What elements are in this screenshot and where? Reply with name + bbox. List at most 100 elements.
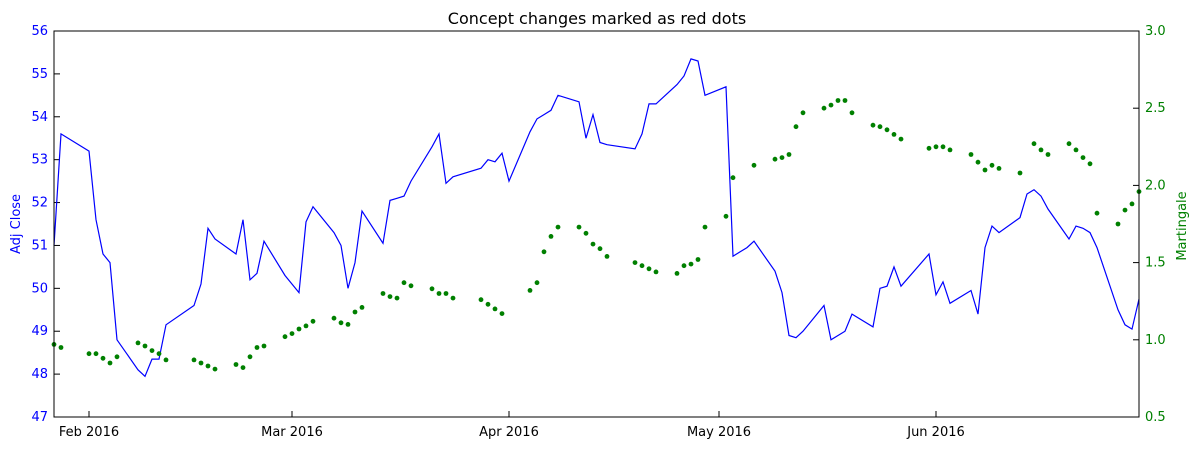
martingale-point — [1017, 170, 1023, 176]
martingale-point — [408, 283, 414, 289]
martingale-point — [1122, 207, 1128, 213]
martingale-point — [996, 166, 1002, 171]
martingale-point — [198, 360, 204, 366]
left-tick-label: 54 — [31, 110, 48, 125]
right-tick-label: 1.5 — [1145, 256, 1166, 271]
y-axis-label-left: Adj Close — [9, 194, 24, 254]
martingale-point — [499, 311, 505, 316]
martingale-point — [100, 355, 106, 361]
martingale-point — [450, 295, 456, 301]
martingale-point — [338, 320, 344, 326]
martingale-point — [555, 224, 561, 230]
right-tick-label: 2.5 — [1145, 101, 1166, 116]
martingale-point — [156, 351, 162, 357]
martingale-point — [646, 266, 652, 272]
martingale-point — [975, 159, 981, 165]
martingale-point — [429, 286, 435, 292]
martingale-point — [142, 343, 148, 349]
martingale-point — [828, 102, 834, 108]
martingale-point — [261, 343, 267, 349]
martingale-point — [331, 315, 337, 321]
martingale-point — [401, 280, 407, 286]
martingale-point — [1080, 155, 1086, 161]
martingale-point — [1129, 201, 1135, 207]
martingale-point — [842, 98, 848, 103]
martingale-point — [639, 263, 645, 269]
martingale-point — [282, 334, 288, 340]
left-tick-label: 47 — [31, 410, 48, 425]
martingale-point — [1073, 147, 1079, 153]
martingale-point — [163, 357, 169, 363]
martingale-point — [772, 156, 778, 162]
martingale-point — [891, 132, 897, 137]
martingale-point — [632, 260, 638, 265]
martingale-point — [1087, 161, 1093, 167]
x-tick-label: Feb 2016 — [59, 425, 119, 440]
martingale-point — [877, 124, 883, 130]
martingale-point — [576, 224, 582, 230]
martingale-point — [58, 345, 64, 350]
martingale-point — [345, 322, 351, 327]
martingale-point — [1094, 210, 1100, 216]
x-tick-label: Apr 2016 — [479, 425, 539, 440]
martingale-point — [233, 362, 239, 367]
martingale-point — [947, 147, 953, 153]
martingale-point — [1045, 152, 1051, 157]
plot-series — [51, 58, 1142, 378]
martingale-point — [478, 297, 484, 303]
martingale-point — [1031, 141, 1037, 147]
martingale-point — [534, 280, 540, 286]
martingale-point — [149, 348, 155, 353]
martingale-point — [800, 110, 806, 116]
martingale-point — [681, 263, 687, 269]
martingale-point — [492, 306, 498, 312]
martingale-point — [247, 354, 253, 360]
left-tick-label: 49 — [31, 324, 48, 339]
martingale-point — [394, 295, 400, 301]
martingale-point — [443, 291, 449, 296]
adj-close-line — [53, 58, 1140, 378]
x-tick-label: Mar 2016 — [261, 425, 323, 440]
martingale-point — [212, 366, 218, 372]
martingale-point — [93, 351, 99, 357]
martingale-point — [835, 98, 841, 103]
left-tick-label: 48 — [31, 367, 48, 382]
martingale-point — [982, 167, 988, 173]
plot-frame — [53, 30, 1140, 418]
martingale-point — [940, 144, 946, 150]
martingale-point — [310, 318, 316, 324]
martingale-point — [695, 257, 701, 262]
martingale-point — [786, 152, 792, 157]
martingale-point — [730, 175, 736, 181]
right-tick-label: 1.0 — [1145, 333, 1166, 348]
martingale-point — [387, 294, 393, 299]
martingale-point — [1066, 141, 1072, 147]
x-tick-label: May 2016 — [687, 425, 751, 440]
martingale-point — [289, 331, 295, 336]
right-tick-label: 0.5 — [1145, 410, 1166, 425]
chart-title: Concept changes marked as red dots — [448, 9, 746, 28]
martingale-point — [296, 326, 302, 332]
martingale-point — [352, 309, 358, 315]
right-tick-label: 3.0 — [1145, 24, 1166, 39]
martingale-point — [702, 224, 708, 230]
martingale-point — [989, 162, 995, 168]
martingale-point — [604, 254, 610, 259]
left-axis-ticks: 47 48 49 50 51 52 53 54 55 56 — [31, 24, 60, 425]
y-axis-label-right: Martingale — [1175, 191, 1190, 260]
left-tick-label: 56 — [31, 24, 48, 39]
martingale-point — [933, 144, 939, 150]
martingale-point — [1038, 147, 1044, 153]
left-tick-label: 53 — [31, 153, 48, 168]
martingale-point — [135, 340, 141, 346]
martingale-point — [254, 345, 260, 350]
martingale-point — [380, 291, 386, 296]
martingale-point — [870, 122, 876, 128]
martingale-point — [1115, 221, 1121, 227]
martingale-point — [205, 363, 211, 369]
martingale-point — [688, 261, 694, 267]
martingale-point — [114, 354, 120, 360]
martingale-point — [884, 127, 890, 133]
